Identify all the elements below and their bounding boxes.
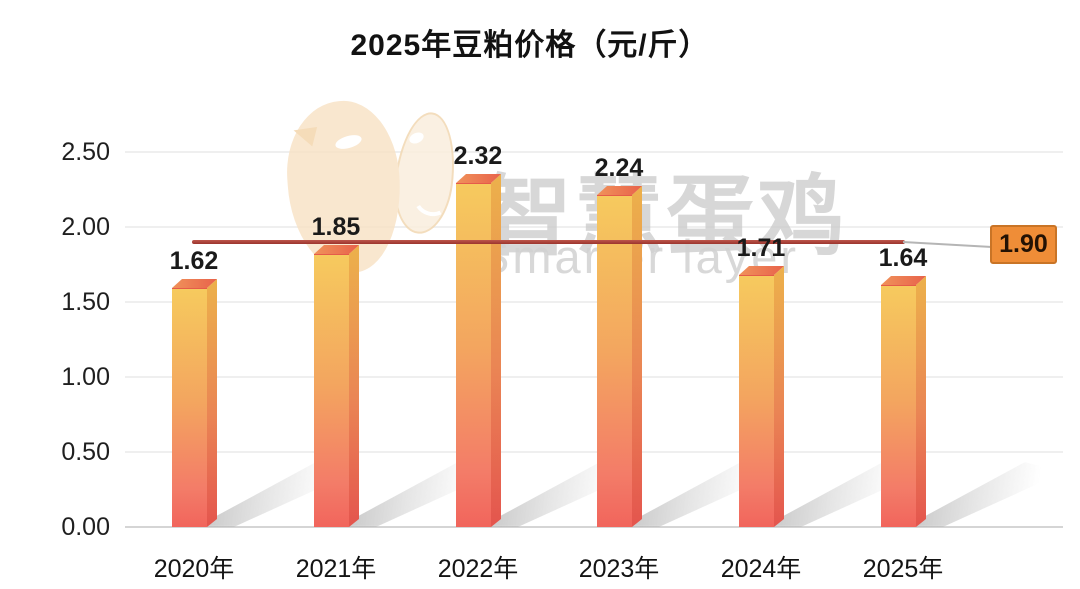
x-axis-tick-label: 2020年 (153, 555, 235, 583)
y-axis-tick-label: 1.50 (61, 288, 110, 316)
reference-line (192, 240, 905, 244)
x-axis-tick-label: 2021年 (295, 555, 377, 583)
bar-top-face (739, 266, 784, 275)
chart-title: 2025年豆粕价格（元/斤） (350, 29, 710, 62)
bar-top-face (456, 174, 501, 183)
bar-side-face (632, 186, 642, 527)
reference-line-label: 1.90 (990, 225, 1057, 264)
bar-front-face (597, 195, 632, 527)
bar-front-face (172, 288, 207, 527)
egg-shine-curve (410, 179, 454, 221)
x-axis-tick-label: 2024年 (720, 555, 802, 583)
y-axis-tick-label: 0.50 (61, 438, 110, 466)
bar-side-face (207, 279, 217, 527)
bar-value-label: 2.32 (453, 142, 503, 170)
bar (881, 276, 926, 527)
bar-side-face (916, 276, 926, 527)
gridline (125, 526, 1063, 528)
bar-side-face (491, 174, 501, 527)
bar (172, 279, 217, 527)
y-axis-tick-label: 2.50 (61, 138, 110, 166)
bar-top-face (597, 186, 642, 195)
bar-front-face (881, 285, 916, 527)
x-axis-tick-label: 2025年 (862, 555, 944, 583)
x-axis-tick-label: 2023年 (578, 555, 660, 583)
bar-side-face (349, 245, 359, 527)
bar-front-face (739, 275, 774, 527)
bar-shadow (905, 462, 1063, 527)
bar-value-label: 1.62 (169, 247, 219, 275)
gridline (125, 376, 1063, 378)
chick-eye (333, 132, 364, 152)
x-axis-tick-label: 2022年 (437, 555, 519, 583)
bar (314, 245, 359, 527)
egg-highlight (407, 130, 426, 146)
bar (456, 174, 501, 527)
chick-beak (290, 121, 318, 147)
watermark-text-cn: 智慧蛋鸡 (484, 167, 849, 266)
y-axis-tick-label: 1.00 (61, 363, 110, 391)
egg-shape (388, 108, 462, 238)
bar-value-label: 2.24 (594, 154, 644, 182)
bar-front-face (456, 183, 491, 527)
bar (597, 186, 642, 527)
gridline (125, 151, 1063, 153)
gridline (125, 451, 1063, 453)
gridline (125, 301, 1063, 303)
bar-top-face (172, 279, 217, 288)
bar-side-face (774, 266, 784, 527)
y-axis-tick-label: 0.00 (61, 513, 110, 541)
bar-value-label: 1.71 (736, 234, 786, 262)
bar-value-label: 1.64 (878, 244, 928, 272)
bar-front-face (314, 254, 349, 527)
gridline (125, 226, 1063, 228)
chick-belly-curve (342, 197, 460, 291)
bar (739, 266, 784, 527)
bar-top-face (881, 276, 926, 285)
bar-value-label: 1.85 (311, 213, 361, 241)
y-axis-tick-label: 2.00 (61, 213, 110, 241)
